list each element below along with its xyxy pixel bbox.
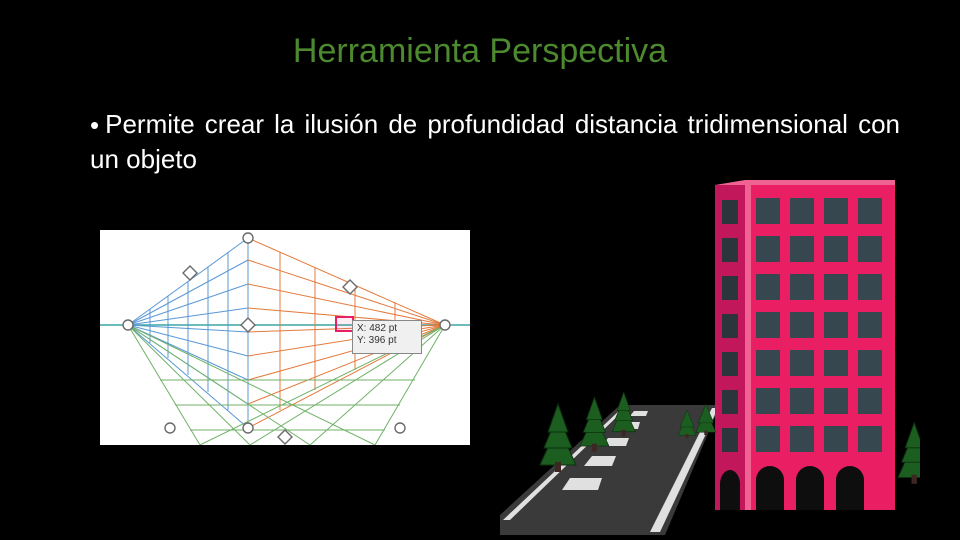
bullet-text: Permite crear la ilusión de profundidad … [90, 109, 900, 174]
coord-x: X: 482 pt [357, 323, 417, 335]
building [715, 180, 895, 510]
coord-y: Y: 396 pt [357, 335, 417, 347]
coordinate-tooltip: X: 482 pt Y: 396 pt [352, 320, 422, 354]
left-plane [128, 238, 248, 428]
city-svg [500, 180, 920, 535]
city-illustration [500, 180, 920, 535]
bullet-dot-icon: • [90, 109, 99, 142]
page-title: Herramienta Perspectiva [0, 32, 960, 71]
slide: Herramienta Perspectiva •Permite crear l… [0, 0, 960, 540]
bullet-paragraph: •Permite crear la ilusión de profundidad… [90, 108, 900, 176]
